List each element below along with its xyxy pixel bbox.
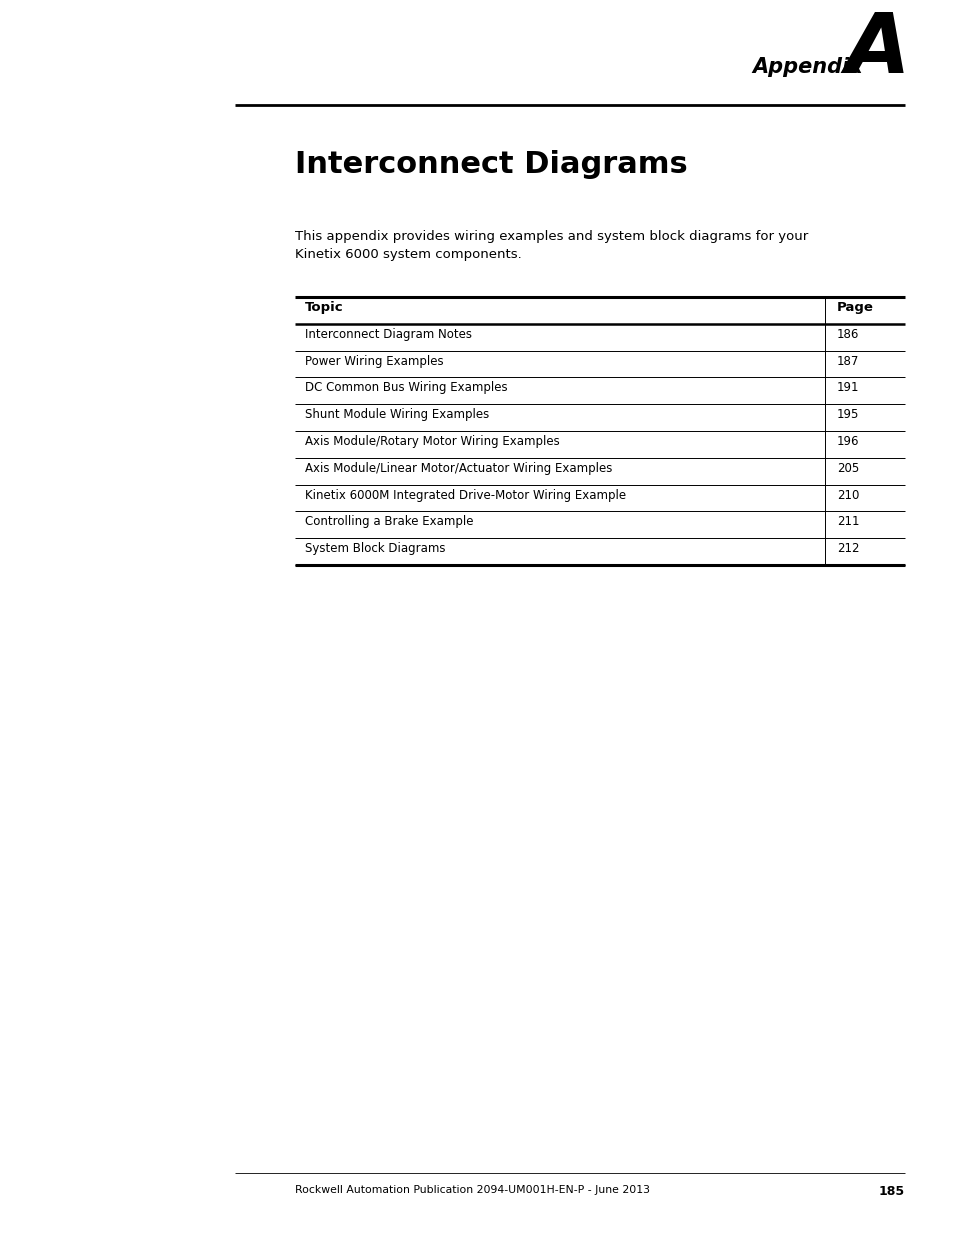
Text: DC Common Bus Wiring Examples: DC Common Bus Wiring Examples bbox=[305, 382, 507, 394]
Text: System Block Diagrams: System Block Diagrams bbox=[305, 542, 445, 556]
Text: Topic: Topic bbox=[305, 301, 343, 315]
Text: 196: 196 bbox=[836, 435, 859, 448]
Text: Kinetix 6000M Integrated Drive-Motor Wiring Example: Kinetix 6000M Integrated Drive-Motor Wir… bbox=[305, 489, 625, 501]
Text: Axis Module/Rotary Motor Wiring Examples: Axis Module/Rotary Motor Wiring Examples bbox=[305, 435, 559, 448]
Text: Interconnect Diagram Notes: Interconnect Diagram Notes bbox=[305, 327, 472, 341]
Text: Rockwell Automation Publication 2094-UM001H-EN-P - June 2013: Rockwell Automation Publication 2094-UM0… bbox=[294, 1186, 649, 1195]
Text: 186: 186 bbox=[836, 327, 859, 341]
Text: Axis Module/Linear Motor/Actuator Wiring Examples: Axis Module/Linear Motor/Actuator Wiring… bbox=[305, 462, 612, 474]
Text: 187: 187 bbox=[836, 354, 859, 368]
Text: Shunt Module Wiring Examples: Shunt Module Wiring Examples bbox=[305, 409, 489, 421]
Text: 211: 211 bbox=[836, 515, 859, 529]
Text: Page: Page bbox=[836, 301, 873, 315]
Text: This appendix provides wiring examples and system block diagrams for your
Kineti: This appendix provides wiring examples a… bbox=[294, 230, 807, 262]
Text: A: A bbox=[844, 9, 909, 90]
Text: 210: 210 bbox=[836, 489, 859, 501]
Text: 185: 185 bbox=[878, 1186, 904, 1198]
Text: 191: 191 bbox=[836, 382, 859, 394]
Text: Appendix: Appendix bbox=[751, 57, 869, 77]
Text: 205: 205 bbox=[836, 462, 859, 474]
Text: 195: 195 bbox=[836, 409, 859, 421]
Text: 212: 212 bbox=[836, 542, 859, 556]
Text: Interconnect Diagrams: Interconnect Diagrams bbox=[294, 149, 687, 179]
Text: Power Wiring Examples: Power Wiring Examples bbox=[305, 354, 443, 368]
Text: Controlling a Brake Example: Controlling a Brake Example bbox=[305, 515, 473, 529]
